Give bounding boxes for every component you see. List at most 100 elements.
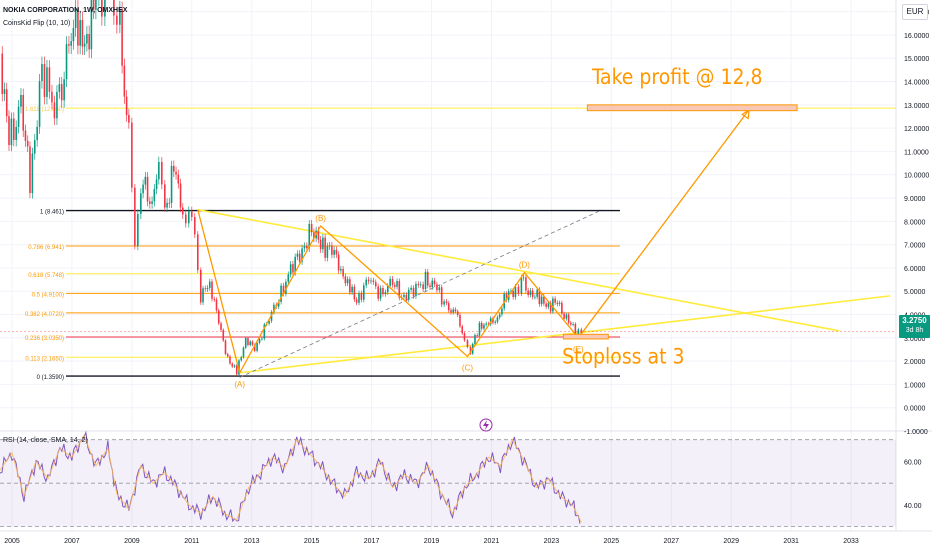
candle-body	[344, 276, 347, 284]
candle-body	[202, 288, 204, 303]
fibonacci-levels[interactable]: 1 (8.461) 0.786 (6.941) 0.618 (5.748) 0.5 (…	[25, 107, 896, 381]
candle-body	[258, 339, 261, 343]
stoploss-label: Stoploss at 3	[562, 344, 684, 368]
take-profit-zone	[586, 104, 798, 112]
candle-body	[33, 140, 36, 154]
candle-body	[134, 187, 136, 246]
fib-level-label: 0.786 (6.941)	[28, 245, 64, 251]
candle-body	[177, 174, 180, 184]
last-price-tag: 3.2750 3d 8h	[899, 315, 930, 338]
price-tick-label: 13.0000	[904, 103, 929, 110]
price-tick-label: 7.0000	[904, 243, 926, 250]
candle-body	[552, 298, 554, 312]
candle-body	[349, 279, 351, 293]
fib-level-label: 0.618 (5.748)	[28, 273, 64, 279]
price-tick-label: 12.0000	[904, 126, 929, 133]
candle-body	[517, 286, 520, 294]
candle-body	[577, 329, 580, 336]
candle-body	[322, 237, 324, 250]
candle-body	[498, 314, 501, 318]
rsi-title[interactable]: RSI (14, close, SMA, 14, 2)	[3, 437, 88, 444]
candle-body	[95, 0, 97, 10]
candle-body	[445, 301, 448, 304]
time-tick-label: 2007	[64, 538, 80, 545]
candle-body	[137, 213, 139, 246]
time-tick-label: 2015	[304, 538, 320, 545]
price-tick-label: 1.0000	[904, 382, 926, 389]
wave-pattern[interactable]: (A) (B) (C) (D) (E)	[197, 108, 750, 389]
candle-body	[407, 289, 410, 300]
time-tick-label: 2011	[184, 538, 199, 545]
candle-body	[574, 323, 577, 336]
candle-body	[463, 333, 466, 341]
candle-body	[8, 116, 10, 146]
candle-body	[324, 237, 326, 258]
candle-body	[287, 274, 290, 282]
candle-body	[556, 302, 559, 304]
candle-body	[452, 309, 455, 313]
price-tick-label: 8.0000	[904, 219, 926, 226]
candle-body	[563, 313, 565, 319]
price-tick-label: 0.0000	[904, 406, 926, 413]
wave-point-label: (D)	[519, 261, 530, 270]
candle-body	[53, 102, 56, 119]
candle-body	[374, 282, 377, 287]
candle-body	[572, 323, 574, 325]
price-tick-label: 16.0000	[904, 33, 929, 40]
currency-button[interactable]: EUR	[902, 4, 928, 20]
candle-body	[175, 171, 177, 175]
candle-body	[540, 296, 543, 305]
candle-body	[217, 310, 220, 324]
price-tick-label: 11.0000	[904, 149, 929, 156]
indicator-title[interactable]: CoinsKid Flip (10, 10)	[3, 20, 71, 27]
candle-body	[298, 253, 301, 262]
price-axis[interactable]: 17.000016.000015.000014.000013.000012.00…	[904, 10, 929, 510]
candle-body	[88, 34, 90, 50]
candle-body	[367, 279, 370, 282]
time-axis[interactable]: 2005 2007 2009 2011 2013 2015 2017 2019 2021 2023…	[4, 538, 859, 545]
candle-body	[74, 8, 77, 29]
candle-body	[438, 287, 441, 291]
wave-point-label: (E)	[573, 345, 584, 354]
candle-body	[529, 290, 532, 295]
candle-body	[222, 329, 225, 341]
candle-body	[151, 201, 153, 204]
candle-body	[184, 214, 187, 224]
candle-body	[362, 285, 365, 300]
price-tick-label: 3.0000	[904, 336, 926, 343]
candle-body	[422, 284, 424, 290]
candle-body	[431, 280, 434, 288]
candle-body	[394, 284, 396, 287]
candle-body	[398, 281, 401, 298]
candle-body	[146, 176, 149, 202]
price-series	[1, 0, 583, 376]
candle-body	[570, 322, 572, 325]
candle-body	[173, 165, 175, 172]
candle-body	[179, 183, 182, 208]
candle-body	[251, 341, 254, 345]
candle-body	[155, 179, 158, 190]
annotations[interactable]: Take profit @ 12,8 Stoploss at 3	[479, 65, 798, 432]
candle-body	[123, 65, 126, 97]
dashed-trendline	[239, 209, 603, 378]
candle-body	[426, 271, 429, 286]
symbol-title[interactable]: NOKIA CORPORATION, 1W, OMXHEX	[3, 7, 128, 14]
candle-body	[456, 311, 459, 316]
time-tick-label: 2019	[424, 538, 440, 545]
candle-body	[5, 89, 8, 117]
candle-body	[476, 334, 479, 336]
candle-body	[485, 323, 488, 325]
time-tick-label: 2023	[544, 538, 560, 545]
bar-countdown: 3d 8h	[905, 327, 924, 334]
candle-body	[531, 290, 534, 297]
candle-body	[270, 312, 273, 321]
candle-body	[72, 28, 75, 42]
time-tick-label: 2021	[484, 538, 500, 545]
candle-body	[328, 245, 331, 247]
candle-body	[166, 202, 168, 208]
candle-body	[229, 356, 231, 364]
price-tick-label: 9.0000	[904, 196, 926, 203]
fib-level-label: 0.5 (4.9100)	[32, 292, 64, 298]
